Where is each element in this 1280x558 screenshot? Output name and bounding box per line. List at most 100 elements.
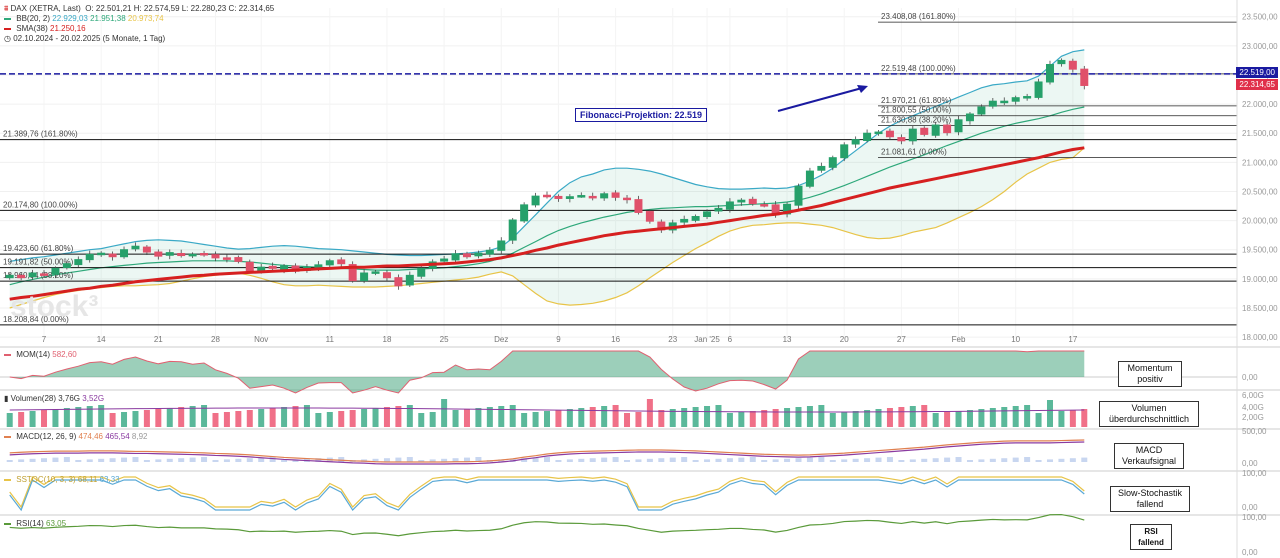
candle-body [977,106,986,115]
volume-bar [864,410,871,427]
volume-bar [509,405,516,427]
annotation-momentum-l2: positiv [1137,374,1163,384]
y-tick-label: 19.500,00 [1242,246,1278,255]
volume-bar [1058,411,1065,427]
annotation-stoch-l2: fallend [1136,499,1164,509]
fibo-level-label-left: 18.960,04 (38.20%) [3,271,74,280]
candle-body [485,249,494,255]
volume-bar [886,408,893,427]
x-tick-label: 14 [97,335,106,344]
macd-histogram-bar [292,459,299,462]
macd-histogram-bar [898,460,905,462]
fibo-projection-label-right: 21.800,55 (50.00%) [881,106,952,115]
candle-body [817,165,826,171]
macd-swatch [4,435,11,438]
bollinger-band-fill [9,49,1085,308]
annotation-stoch: Slow-Stochastik fallend [1110,486,1190,512]
watermark-logo: stock³ [10,290,98,323]
macd-histogram-bar [944,457,951,462]
volume-bar [178,407,185,427]
y-tick-label: 21.000,00 [1242,158,1278,167]
volume-bar [486,407,493,427]
macd-histogram-bar [41,458,48,462]
legend-stoch-v1: 68,11 [77,475,98,484]
volume-bar [383,407,390,427]
volume-bar [429,412,436,427]
macd-histogram-bar [132,457,139,462]
annotation-volume-l2: überdurchschnittlich [1108,414,1190,424]
candle-body [382,272,391,279]
volume-bar [795,407,802,427]
macd-histogram-bar [86,459,93,462]
legend-macd-v1: 474,46 [78,432,103,441]
legend-price-title: DAX (XETRA, Last) [10,4,81,13]
legend-vol: ▮ Volumen(28) 3,76G 3,52G [4,394,104,404]
macd-histogram-bar [578,458,585,462]
x-tick-label: 28 [211,335,220,344]
candle-body [954,119,963,133]
legend-bb: BB(20, 2) 22.929,03 21.951,38 20.973,74 [4,14,164,24]
macd-histogram-bar [1035,460,1042,462]
macd-histogram-bar [315,458,322,462]
vol-axis-label: 4,00G [1242,403,1264,412]
volume-bar [6,413,13,427]
macd-histogram-bar [498,459,505,462]
candle-body [40,273,49,276]
candle-body [885,130,894,138]
volume-bar [86,406,93,427]
macd-histogram-bar [258,457,265,462]
x-tick-label: Dez [494,335,508,344]
stoch-swatch [4,478,11,481]
bb-mid-line [9,106,1085,286]
volume-bar [681,408,688,427]
bb-lower-line [9,147,1085,309]
x-tick-label: 6 [728,335,733,344]
y-tick-label: 18.000,00 [1242,333,1278,342]
candle-body [85,253,94,261]
volume-bar [189,406,196,427]
volume-bar [475,408,482,427]
volume-bar [715,405,722,427]
macd-histogram-bar [692,460,699,462]
annotation-volume: Volumen überdurchschnittlich [1099,401,1199,427]
macd-histogram-bar [429,459,436,462]
volume-bar [418,413,425,427]
volume-bar [109,413,116,427]
macd-histogram-bar [406,457,413,462]
y-tick-label: 21.500,00 [1242,129,1278,138]
candle-body [51,267,60,275]
legend-macd-v2: 465,54 [105,432,130,441]
macd-line [9,439,1085,463]
volume-bar [521,413,528,427]
volume-bar [338,411,345,427]
macd-signal-line [9,441,1085,465]
macd-histogram-bar [886,457,893,462]
fibo-projection-label-right: 21.630,88 (38.20%) [881,116,952,125]
macd-histogram-bar [532,457,539,462]
macd-histogram-bar [715,458,722,462]
candle-body [211,254,220,259]
volume-bar [966,410,973,427]
candle-body [131,245,140,250]
legend-bb-v1: 22.929,03 [52,14,88,23]
macd-histogram-bar [418,460,425,462]
volume-bar [692,407,699,427]
volume-bar [646,399,653,427]
legend-sma-name: SMA(38) [16,24,48,33]
y-tick-label: 18.500,00 [1242,304,1278,313]
volume-bar [635,412,642,427]
volume-bar [395,406,402,427]
volume-bar [784,408,791,427]
annotation-momentum: Momentum positiv [1118,361,1182,387]
x-tick-label: 7 [42,335,47,344]
macd-histogram-bar [749,457,756,462]
fibo-arrow-line [777,87,863,112]
volume-bar [1001,407,1008,427]
legend-price-values: O: 22.501,21 H: 22.574,59 L: 22.280,23 C… [85,4,275,13]
volume-bar [1024,405,1031,427]
macd-histogram-bar [624,460,631,462]
legend-stoch-v2: 63,33 [99,475,120,484]
volume-bar [532,412,539,427]
macd-histogram-bar [669,457,676,462]
volume-bar [98,405,105,427]
